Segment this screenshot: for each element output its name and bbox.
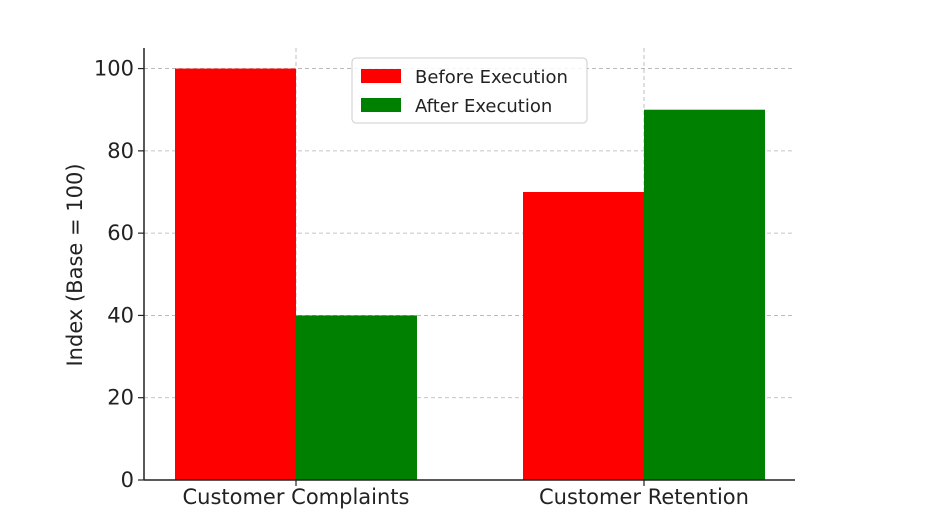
- bar-after-execution-customer-complaints: [296, 315, 417, 480]
- legend-label: Before Execution: [415, 67, 568, 88]
- y-tick-label: 60: [107, 221, 134, 245]
- legend-label: After Execution: [415, 96, 552, 117]
- legend-swatch: [361, 98, 401, 112]
- y-tick-label: 20: [107, 386, 134, 410]
- axes: [138, 48, 795, 486]
- y-axis-label: Index (Base = 100): [63, 163, 87, 366]
- bars: [175, 68, 765, 481]
- x-tick-label: Customer Complaints: [182, 485, 409, 509]
- y-tick-label: 100: [94, 57, 134, 81]
- legend-swatch: [361, 69, 401, 83]
- y-tick-label: 80: [107, 139, 134, 163]
- y-tick-label: 40: [107, 303, 134, 327]
- legend-box: [351, 57, 588, 124]
- bar-after-execution-customer-retention: [644, 109, 765, 480]
- bar-before-execution-customer-retention: [523, 192, 644, 480]
- legend: Before Execution After Execution: [351, 57, 588, 124]
- y-tick-label: 0: [121, 468, 134, 492]
- x-tick-label: Customer Retention: [539, 485, 749, 509]
- tick-labels: 0 20 40 60 80 100 Customer Complaints Customer …: [94, 57, 749, 509]
- bar-before-execution-customer-complaints: [175, 68, 296, 481]
